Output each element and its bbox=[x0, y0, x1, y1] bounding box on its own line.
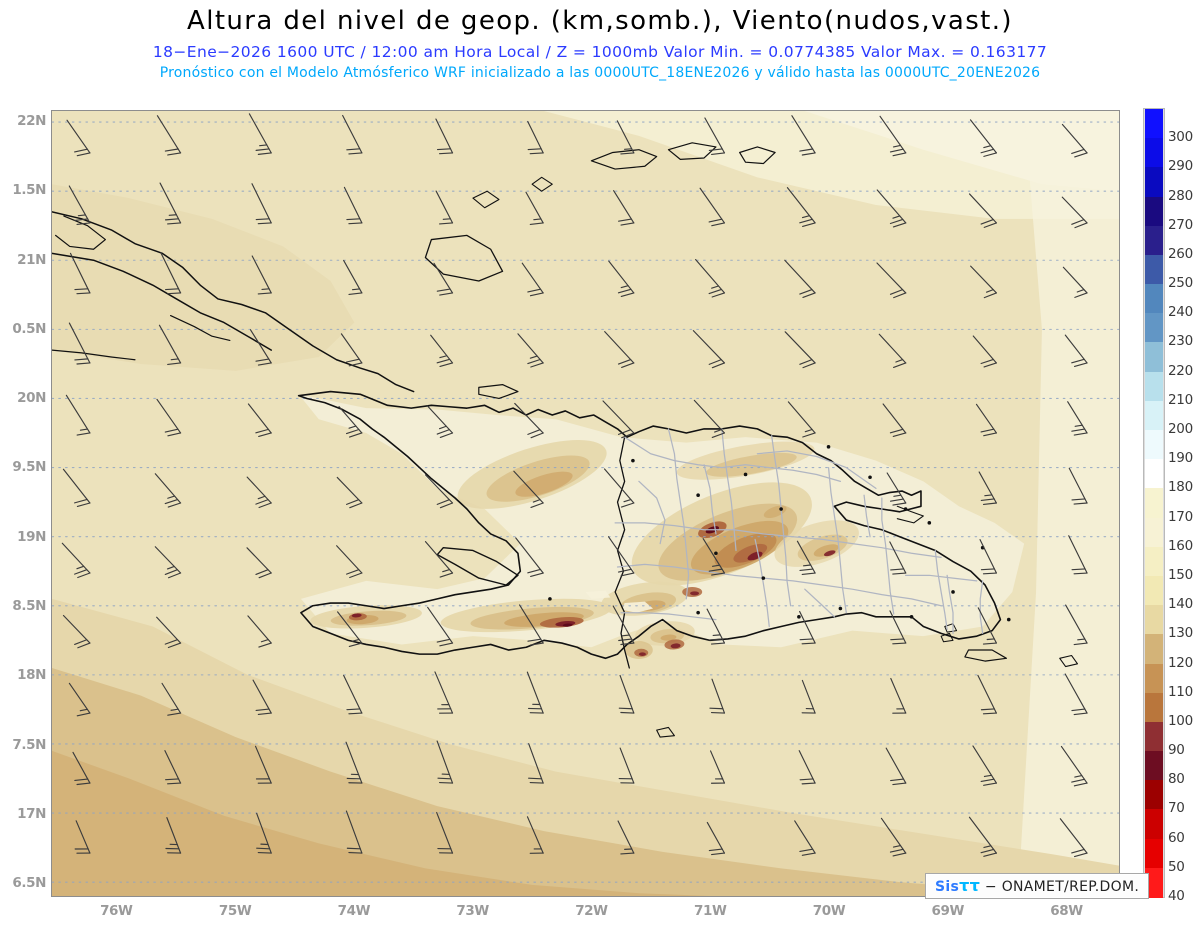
colorbar-tick-label: 250 bbox=[1168, 275, 1193, 292]
y-axis-tick-label: 22N bbox=[17, 113, 46, 130]
provider-watermark: Sisττ − ONAMET/REP.DOM. bbox=[925, 873, 1150, 899]
colorbar-tick-label: 40 bbox=[1168, 888, 1185, 904]
y-axis-tick-label: 8.5N bbox=[12, 598, 46, 615]
colorbar-segment bbox=[1145, 313, 1163, 344]
colorbar-tick-label: 120 bbox=[1168, 654, 1193, 671]
colorbar-tick-labels: 300 290 280 270 260 250 240 230 220 210 200 190 180 1… bbox=[1168, 108, 1200, 904]
colorbar-tick-label: 70 bbox=[1168, 800, 1185, 817]
watermark-symbol: ττ bbox=[959, 876, 981, 895]
colorbar-tick-label: 110 bbox=[1168, 683, 1193, 700]
colorbar-segment bbox=[1145, 751, 1163, 781]
colorbar-segment bbox=[1145, 867, 1163, 898]
x-axis-tick-label: 69W bbox=[931, 903, 965, 919]
colorbar-segment bbox=[1145, 430, 1163, 460]
y-axis-tick-label: 6.5N bbox=[12, 875, 46, 892]
colorbar-tick-label: 140 bbox=[1168, 596, 1193, 613]
colorbar bbox=[1143, 108, 1165, 898]
y-axis-tick-label: 7.5N bbox=[12, 736, 46, 753]
y-axis-tick-label: 19N bbox=[17, 528, 46, 545]
colorbar-segment bbox=[1145, 721, 1163, 752]
colorbar-segment bbox=[1145, 225, 1163, 256]
colorbar-tick-label: 190 bbox=[1168, 450, 1193, 467]
subtitle-line-2: Pronóstico con el Modelo Atmósferico WRF… bbox=[159, 65, 1041, 81]
colorbar-tick-label: 60 bbox=[1168, 829, 1185, 846]
coastline-layer bbox=[52, 142, 1079, 738]
colorbar-tick-label: 200 bbox=[1168, 421, 1193, 438]
x-axis-tick-label: 75W bbox=[218, 903, 252, 919]
map-plot-area bbox=[51, 110, 1120, 897]
colorbar-tick-label: 130 bbox=[1168, 625, 1193, 642]
colorbar-segment bbox=[1145, 371, 1163, 402]
colorbar-tick-label: 260 bbox=[1168, 245, 1193, 262]
page-title: Altura del nivel de geop. (km,somb.), Vi… bbox=[187, 6, 1013, 36]
colorbar-segment bbox=[1145, 459, 1163, 489]
chart-header: Altura del nivel de geop. (km,somb.), Vi… bbox=[0, 0, 1200, 81]
y-axis-tick-label: 17N bbox=[17, 805, 46, 822]
colorbar-tick-label: 220 bbox=[1168, 362, 1193, 379]
subtitle-line-1: 18−Ene−2026 1600 UTC / 12:00 am Hora Loc… bbox=[152, 43, 1048, 61]
wind-barb-layer bbox=[61, 113, 1088, 858]
colorbar-segment bbox=[1145, 517, 1163, 548]
y-axis-tick-label: 9.5N bbox=[12, 459, 46, 476]
colorbar-segment bbox=[1145, 634, 1163, 665]
colorbar-segment bbox=[1145, 809, 1163, 840]
colorbar-tick-label: 160 bbox=[1168, 537, 1193, 554]
colorbar-segment bbox=[1145, 138, 1163, 168]
y-axis-tick-label: 21N bbox=[17, 251, 46, 268]
x-axis-tick-label: 73W bbox=[456, 903, 489, 919]
colorbar-tick-label: 270 bbox=[1168, 216, 1193, 233]
colorbar-tick-label: 80 bbox=[1168, 771, 1185, 788]
colorbar-segment bbox=[1145, 284, 1163, 314]
x-axis-tick-label: 72W bbox=[575, 903, 608, 919]
colorbar-tick-label: 290 bbox=[1168, 158, 1193, 175]
colorbar-segment bbox=[1145, 400, 1163, 431]
colorbar-tick-label: 280 bbox=[1168, 187, 1193, 204]
x-axis-tick-label: 71W bbox=[693, 903, 727, 919]
colorbar-segment bbox=[1145, 692, 1163, 723]
colorbar-tick-label: 150 bbox=[1168, 566, 1193, 583]
watermark-prefix: Sis bbox=[935, 879, 960, 895]
colorbar-segment bbox=[1145, 605, 1163, 635]
colorbar-segment bbox=[1145, 488, 1163, 519]
colorbar-segment bbox=[1145, 663, 1163, 694]
x-axis-tick-label: 68W bbox=[1050, 903, 1083, 919]
colorbar-tick-label: 100 bbox=[1168, 712, 1193, 729]
colorbar-tick-label: 50 bbox=[1168, 858, 1185, 875]
watermark-suffix: − ONAMET/REP.DOM. bbox=[984, 879, 1140, 895]
y-axis-tick-label: 1.5N bbox=[12, 182, 46, 199]
colorbar-tick-label: 180 bbox=[1168, 479, 1193, 496]
colorbar-tick-label: 210 bbox=[1168, 391, 1193, 408]
colorbar-segment bbox=[1145, 342, 1163, 373]
y-axis-tick-label: 0.5N bbox=[12, 320, 46, 337]
x-axis-tick-label: 74W bbox=[337, 903, 371, 919]
colorbar-segment bbox=[1145, 838, 1163, 869]
colorbar-tick-label: 300 bbox=[1168, 129, 1193, 146]
colorbar-tick-label: 240 bbox=[1168, 304, 1193, 321]
colorbar-segment bbox=[1145, 167, 1163, 198]
colorbar-segment bbox=[1145, 780, 1163, 811]
colorbar-tick-label: 90 bbox=[1168, 742, 1185, 759]
x-axis-tick-label: 70W bbox=[812, 903, 846, 919]
colorbar-tick-label: 230 bbox=[1168, 333, 1193, 350]
colorbar-segment bbox=[1145, 546, 1163, 577]
y-axis-tick-label: 18N bbox=[17, 667, 46, 684]
x-axis-tick-label: 76W bbox=[100, 903, 133, 919]
y-axis-tick-label: 20N bbox=[17, 390, 46, 407]
colorbar-tick-label: 170 bbox=[1168, 508, 1193, 525]
colorbar-segment bbox=[1145, 575, 1163, 606]
colorbar-segment bbox=[1145, 254, 1163, 285]
colorbar-segment bbox=[1145, 109, 1163, 139]
colorbar-segment bbox=[1145, 196, 1163, 227]
